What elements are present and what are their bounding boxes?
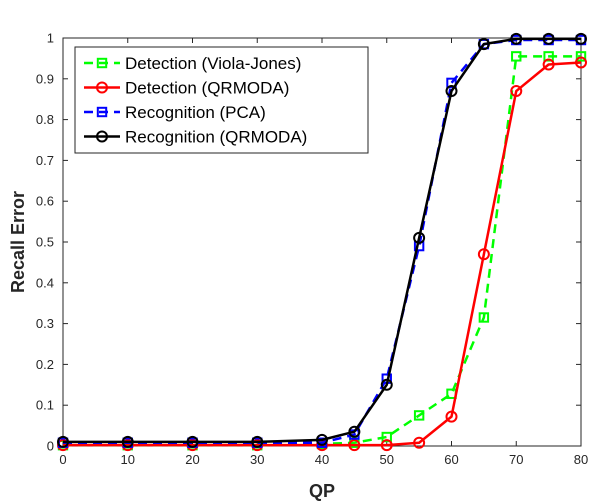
y-tick-label: 0 [47, 439, 54, 454]
series-line [63, 61, 582, 447]
y-tick-label: 0.3 [36, 316, 54, 331]
x-tick-label: 30 [250, 452, 264, 467]
legend-label: Detection (QRMODA) [125, 79, 289, 98]
x-tick-label: 70 [509, 452, 523, 467]
legend-marker [96, 130, 108, 143]
y-tick-label: 0.6 [36, 194, 54, 209]
series-3 [57, 32, 587, 448]
data-point [413, 436, 426, 449]
x-axis-label: QP [309, 481, 335, 501]
data-point [575, 56, 587, 69]
data-point [445, 85, 458, 98]
legend-marker [96, 57, 108, 69]
data-point [57, 435, 69, 448]
y-tick-label: 1 [47, 31, 54, 46]
legend-item: Recognition (PCA) [84, 103, 266, 122]
data-point [575, 32, 587, 45]
legend-item: Recognition (QRMODA) [84, 128, 307, 147]
y-tick-label: 0.1 [36, 398, 54, 413]
legend-item: Detection (QRMODA) [84, 79, 289, 98]
x-tick-label: 20 [185, 452, 199, 467]
legend-label: Recognition (QRMODA) [125, 128, 307, 147]
data-point [445, 410, 458, 423]
data-point [348, 425, 361, 438]
y-tick-label: 0.8 [36, 112, 54, 127]
data-point [413, 231, 426, 244]
data-point [542, 58, 555, 71]
x-tick-label: 80 [574, 452, 588, 467]
y-tick-label: 0.2 [36, 357, 54, 372]
x-tick-label: 0 [59, 452, 66, 467]
data-point [543, 51, 554, 62]
data-point [575, 51, 587, 62]
data-point [510, 85, 523, 98]
legend-box [74, 46, 369, 154]
x-tick-label: 60 [444, 452, 458, 467]
data-point [542, 32, 555, 45]
data-point [348, 439, 361, 452]
data-point [413, 410, 425, 421]
data-point [186, 435, 199, 448]
data-point [477, 248, 490, 261]
series-line [63, 37, 581, 444]
y-axis-ticks: 0 0.1 0.2 0.3 0.4 0.5 0.6 0.7 0.8 0.9 1 [36, 31, 581, 454]
legend-label: Detection (Viola-Jones) [125, 54, 301, 73]
x-tick-label: 40 [315, 452, 329, 467]
x-tick-label: 10 [121, 452, 135, 467]
data-point [380, 378, 393, 391]
x-tick-label: 50 [380, 452, 394, 467]
legend-item: Detection (Viola-Jones) [84, 54, 301, 73]
data-point [511, 51, 522, 62]
x-axis-ticks: 0 10 20 30 40 50 60 70 80 [59, 38, 588, 467]
legend-label: Recognition (PCA) [125, 103, 266, 122]
y-tick-label: 0.5 [36, 235, 54, 250]
y-axis-label: Recall Error [8, 191, 28, 293]
data-point [316, 433, 328, 446]
y-tick-label: 0.4 [36, 275, 54, 290]
y-tick-label: 0.7 [36, 153, 54, 168]
legend-marker [96, 81, 108, 94]
data-point [477, 38, 490, 51]
series-group [57, 32, 587, 452]
legend-marker [96, 106, 108, 118]
legend: Detection (Viola-Jones) Detection (QRMODA… [74, 46, 369, 154]
data-point [251, 435, 264, 448]
data-point [121, 435, 134, 448]
data-point [510, 32, 523, 45]
data-point [478, 312, 490, 323]
data-point [381, 431, 392, 443]
data-point [380, 439, 393, 452]
y-tick-label: 0.9 [36, 71, 54, 86]
